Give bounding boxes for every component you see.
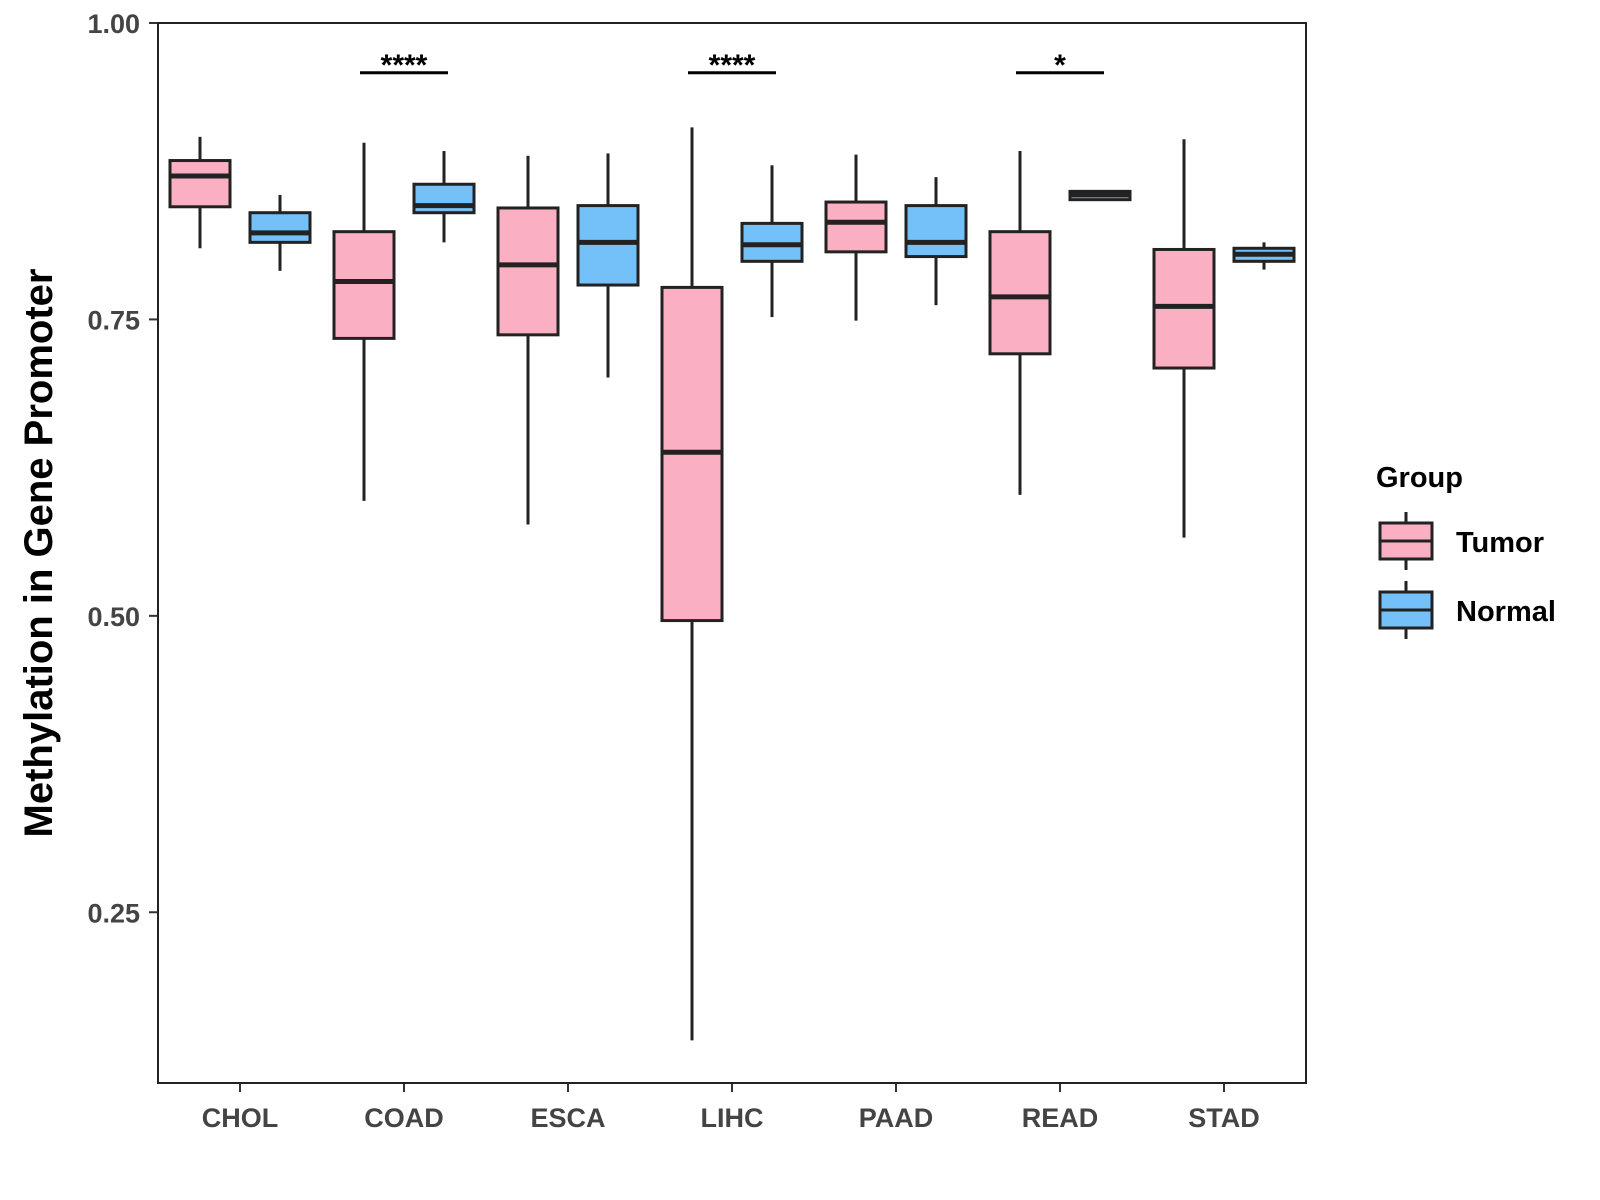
x-tick-label: LIHC <box>701 1103 764 1133</box>
box-tumor-lihc <box>660 127 724 1041</box>
x-tick-label: COAD <box>364 1103 444 1133</box>
plot-panel-border <box>157 22 1307 1084</box>
x-tick-label: CHOL <box>202 1103 279 1133</box>
box-body <box>168 159 232 209</box>
x-axis: CHOL COAD ESCA LIHC PAAD READ STAD <box>202 1083 1260 1133</box>
box-normal-chol <box>248 194 312 271</box>
y-axis-title: Methylation in Gene Promoter <box>17 269 61 838</box>
boxes <box>168 127 1296 1041</box>
y-ticks: 0.25 0.50 0.75 1.00 <box>87 9 158 928</box>
y-tick-label: 1.00 <box>87 9 140 39</box>
box-tumor-stad <box>1152 139 1216 538</box>
x-tick-label: PAAD <box>859 1103 934 1133</box>
box-tumor-esca <box>496 155 560 525</box>
significance-label: * <box>1054 49 1066 82</box>
box-tumor-read <box>988 151 1052 495</box>
legend-label: Normal <box>1456 596 1556 628</box>
legend-item-tumor: Tumor <box>1378 512 1544 570</box>
y-tick-label: 0.75 <box>87 305 140 335</box>
box-body <box>824 200 888 254</box>
box-tumor-coad <box>332 142 396 501</box>
box-body <box>248 211 312 244</box>
x-tick-label: ESCA <box>530 1103 605 1133</box>
box-normal-paad <box>904 177 968 306</box>
box-body <box>988 230 1052 356</box>
box-tumor-chol <box>168 136 232 249</box>
legend-item-normal: Normal <box>1378 581 1556 639</box>
box-body <box>576 204 640 287</box>
box-normal-esca <box>576 153 640 378</box>
legend-title: Group <box>1376 462 1463 494</box>
box-tumor-paad <box>824 154 888 321</box>
box-normal-lihc <box>740 165 804 318</box>
significance-label: **** <box>709 49 756 82</box>
box-body <box>412 182 476 215</box>
box-body <box>332 230 396 340</box>
legend-label: Tumor <box>1456 527 1544 559</box>
box-body <box>904 204 968 259</box>
box-normal-stad <box>1232 242 1296 270</box>
significance-annotations: **** **** * <box>360 49 1104 82</box>
y-tick-label: 0.25 <box>87 898 140 928</box>
x-tick-label: READ <box>1022 1103 1099 1133</box>
y-tick-label: 0.50 <box>87 602 140 632</box>
x-tick-label: STAD <box>1188 1103 1260 1133</box>
legend: Group Tumor Normal <box>1376 462 1556 639</box>
box-normal-read <box>1068 189 1132 202</box>
box-body <box>496 206 560 337</box>
significance-label: **** <box>381 49 428 82</box>
box-normal-coad <box>412 151 476 243</box>
